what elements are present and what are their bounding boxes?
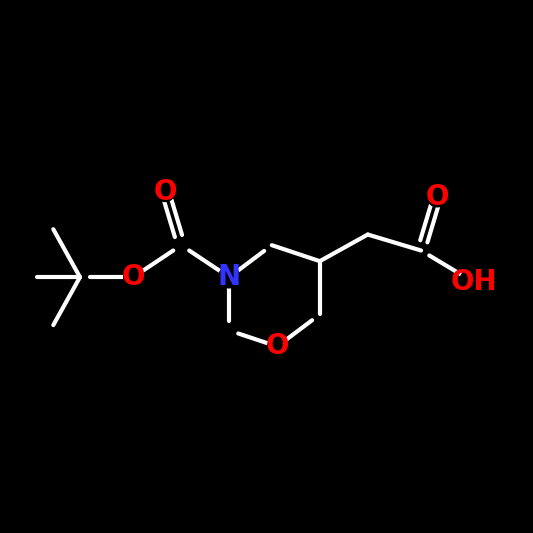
Text: O: O (122, 263, 145, 291)
Circle shape (268, 337, 287, 356)
Text: OH: OH (451, 269, 498, 296)
Text: O: O (154, 178, 177, 206)
Circle shape (124, 268, 143, 287)
Text: N: N (217, 263, 241, 291)
Circle shape (156, 182, 175, 201)
Circle shape (459, 268, 489, 297)
Text: O: O (425, 183, 449, 211)
Text: O: O (265, 333, 289, 360)
Circle shape (219, 266, 240, 288)
Circle shape (427, 188, 447, 207)
